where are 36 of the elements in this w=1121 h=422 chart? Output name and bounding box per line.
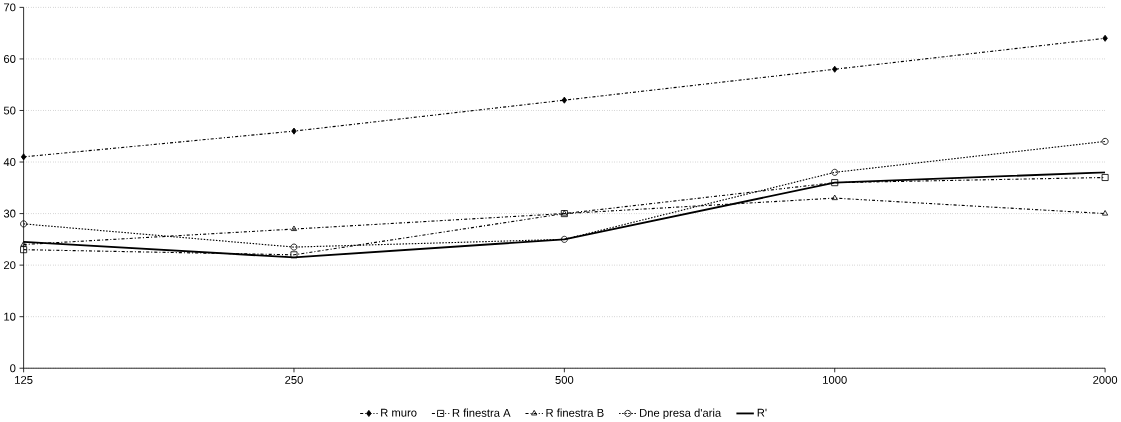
point bbox=[831, 168, 839, 176]
point bbox=[20, 240, 27, 247]
y-tick-label: 70 bbox=[4, 3, 16, 12]
legend-label: R' bbox=[757, 408, 767, 417]
point bbox=[291, 127, 297, 135]
point bbox=[560, 235, 568, 243]
point bbox=[1102, 34, 1108, 42]
y-tick-label: 30 bbox=[3, 209, 16, 218]
x-tick-label: 125 bbox=[15, 375, 33, 384]
point bbox=[561, 96, 568, 104]
point bbox=[1101, 137, 1109, 145]
point bbox=[1101, 173, 1109, 181]
y-tick-label: 40 bbox=[3, 157, 16, 166]
legend-label: Dne presa d'aria bbox=[640, 408, 722, 419]
point bbox=[832, 65, 838, 73]
legend-label: R finestra A bbox=[452, 408, 511, 417]
y-tick-label: 20 bbox=[3, 260, 16, 269]
legend-label: R finestra B bbox=[546, 408, 604, 417]
point bbox=[290, 243, 298, 251]
y-tick-label: 0 bbox=[10, 364, 16, 373]
point bbox=[290, 251, 298, 259]
point bbox=[290, 225, 298, 231]
point bbox=[20, 220, 28, 228]
point bbox=[831, 179, 839, 186]
point bbox=[1102, 209, 1109, 216]
legend-label: R muro bbox=[381, 408, 417, 417]
x-tick-label: 500 bbox=[555, 375, 574, 384]
point bbox=[20, 153, 27, 161]
x-tick-label: 250 bbox=[285, 375, 303, 384]
x-tick-label: 1000 bbox=[823, 375, 847, 384]
point bbox=[831, 194, 838, 200]
point bbox=[20, 246, 28, 253]
x-tick-label: 2000 bbox=[1093, 375, 1118, 384]
y-tick-label: 50 bbox=[3, 106, 16, 115]
y-tick-label: 10 bbox=[4, 312, 16, 321]
y-tick-label: 60 bbox=[4, 54, 16, 63]
